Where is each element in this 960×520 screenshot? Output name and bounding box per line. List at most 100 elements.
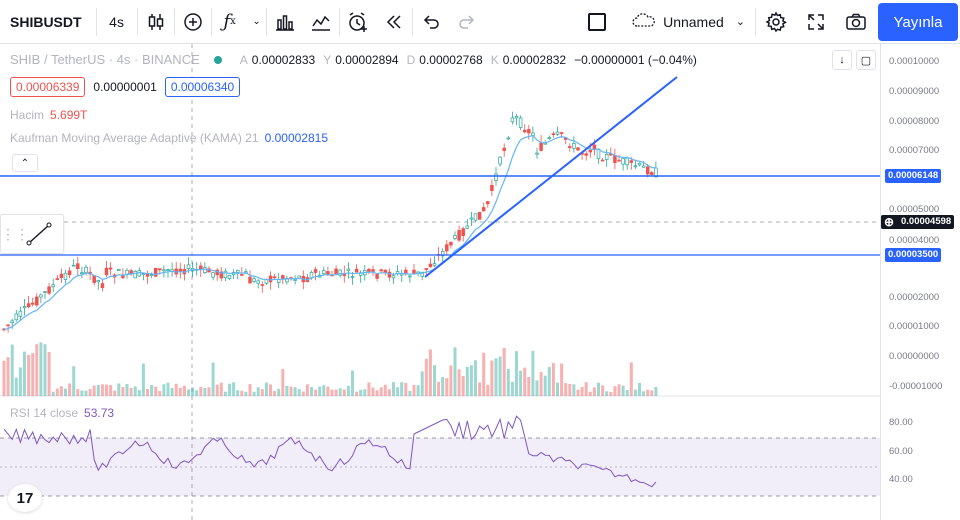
snapshot-camera-icon[interactable] [836,0,876,44]
candle-body [428,263,433,268]
volume-bar [211,362,215,396]
volume-bar [519,370,523,396]
ohlc-high-value: 0.00002894 [335,52,399,67]
volume-bar [375,390,379,396]
candle-body [527,129,531,134]
floating-drawing-toolbar[interactable]: ⋮⋮ [0,214,64,254]
volume-bar [510,381,514,396]
volume-bar [297,389,301,396]
volume-bar [576,389,580,396]
price-tick-label: 0.00000000 [889,351,940,362]
rsi-legend: RSI 14 close 53.73 [10,406,114,420]
volume-bar [314,389,318,396]
replay-rewind-icon[interactable] [376,0,412,44]
candle-body [449,241,453,246]
rsi-pane [0,415,880,497]
candle-body [555,131,560,135]
candle-body [141,273,146,275]
volume-bar [601,385,605,396]
volume-bar [478,382,482,396]
volume-bar [232,382,236,396]
volume-bar [269,384,272,396]
volume-bar [244,391,248,396]
volume-legend: Hacim 5.699T [10,108,87,122]
maximize-pane-icon[interactable]: ▢ [856,50,876,70]
volume-bar [154,386,158,396]
volume-bar [400,382,404,396]
candle-body [453,235,457,239]
candle-body [26,303,31,308]
layout-name-button[interactable]: Unnamed ⌄ [621,0,755,44]
candle-body [572,143,576,149]
volume-bar [646,389,650,396]
price-chart-canvas[interactable] [0,44,880,520]
publish-button[interactable]: Yayınla [878,3,958,41]
volume-bar [363,389,367,396]
volume-bar [359,389,363,396]
volume-bar [551,363,555,396]
candle-body [354,268,359,273]
redo-icon[interactable] [449,0,485,44]
sell-price-button[interactable]: 0.00006339 [10,77,86,97]
volume-bar [334,389,338,396]
candle-body [158,268,162,271]
candle-body [153,267,158,277]
volume-bar [572,384,576,396]
expand-arrows-icon[interactable] [796,0,836,44]
candle-body [293,279,297,281]
candle-body [412,269,416,274]
candle-body [63,272,68,280]
volume-bar [539,372,543,396]
volume-bar [289,386,293,396]
candle-body [498,156,502,165]
candle-body [133,270,137,279]
candle-body [313,269,318,273]
volume-bar [203,387,207,396]
alert-clock-icon[interactable] [340,0,376,44]
volume-bar [506,368,510,396]
candles-chart-type-icon[interactable] [138,0,174,44]
volume-bar [137,390,141,396]
compare-plus-icon[interactable] [175,0,211,44]
financials-icon[interactable] [267,0,303,44]
fullscreen-square-icon[interactable] [579,0,615,44]
volume-bar [18,367,22,396]
candle-body [227,275,232,280]
interval-button[interactable]: 4s [109,13,124,30]
arrow-down-icon[interactable]: ↓ [832,50,852,70]
volume-bar [609,391,613,396]
buy-price-button[interactable]: 0.00006340 [164,77,241,97]
volume-bar [428,349,432,396]
settings-gear-icon[interactable] [756,0,796,44]
undo-icon[interactable] [413,0,449,44]
volume-bar [158,391,162,396]
trend-line-tool-icon[interactable] [19,217,59,251]
volume-bar [449,365,453,396]
ohlc-low-value: 0.00002768 [419,52,483,67]
volume-bar [117,383,121,396]
volume-bar [236,390,240,396]
price-tick-label: 0.00001000 [889,321,940,332]
add-plus-icon[interactable]: ⊕ [884,215,895,229]
indicators-chevron-down-icon[interactable]: ⌄ [252,16,261,27]
symbol-search-button[interactable]: SHIBUSDT [10,13,82,30]
candle-body [490,184,494,191]
volume-bar [564,383,568,396]
drag-handle-icon[interactable]: ⋮⋮ [1,225,29,242]
candle-body [424,268,429,270]
candle-body [14,313,19,321]
volume-bar [141,363,145,396]
candle-body [149,274,154,276]
templates-icon[interactable] [303,0,339,44]
price-axis[interactable]: 0.00010000 0.00009000 0.00008000 0.00007… [880,44,960,520]
candle-body [240,274,244,276]
volume-bar [166,382,170,396]
tradingview-logo[interactable]: 17 [8,484,42,512]
volume-bar [14,377,18,396]
volume-bar [31,353,35,396]
volume-bar [121,386,125,396]
candle-body [178,268,183,272]
volume-bar [465,366,469,396]
collapse-legend-chevron-up-icon[interactable]: ⌃ [12,154,38,172]
